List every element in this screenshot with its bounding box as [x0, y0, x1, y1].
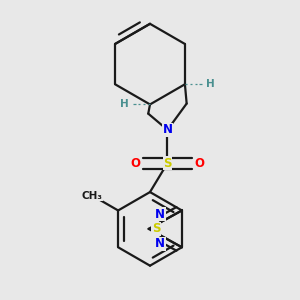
Text: O: O — [195, 157, 205, 169]
Text: H: H — [206, 79, 215, 89]
Text: N: N — [155, 237, 165, 250]
Text: S: S — [152, 222, 160, 236]
Text: N: N — [155, 208, 165, 220]
Text: H: H — [120, 99, 129, 110]
Text: CH₃: CH₃ — [81, 191, 102, 201]
Text: N: N — [163, 123, 172, 136]
Text: S: S — [163, 157, 172, 169]
Text: O: O — [130, 157, 140, 169]
